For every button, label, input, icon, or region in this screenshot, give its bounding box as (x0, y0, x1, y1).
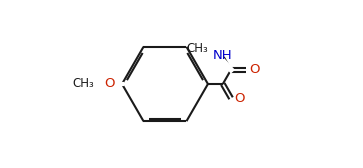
Text: NH: NH (213, 49, 233, 62)
Text: O: O (105, 77, 115, 91)
Text: CH₃: CH₃ (73, 77, 94, 91)
Text: O: O (235, 92, 245, 105)
Text: O: O (250, 63, 260, 76)
Text: CH₃: CH₃ (186, 41, 208, 55)
